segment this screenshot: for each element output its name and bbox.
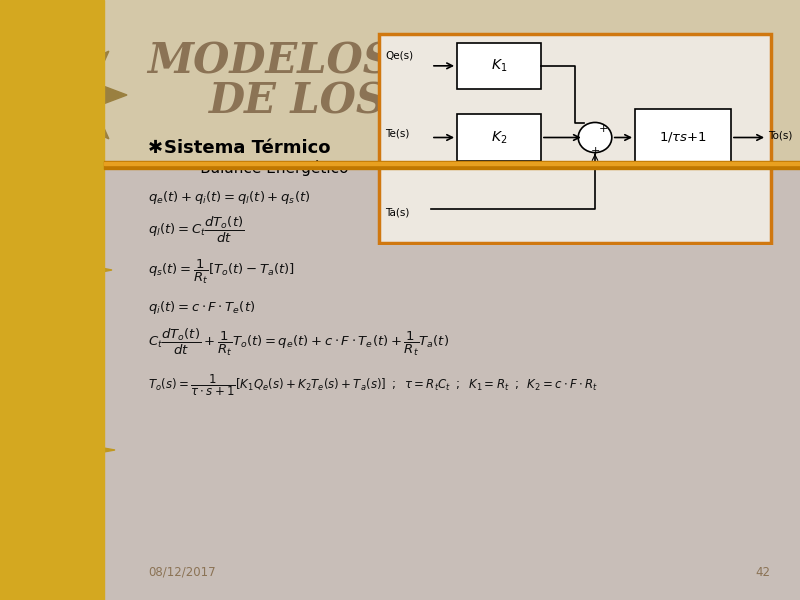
Circle shape bbox=[38, 68, 92, 122]
Text: 42: 42 bbox=[755, 565, 770, 578]
Text: $q_e(t)+q_i(t)=q_l(t)+q_s(t)$: $q_e(t)+q_i(t)=q_l(t)+q_s(t)$ bbox=[148, 190, 310, 206]
Bar bbox=[635, 109, 731, 166]
Text: $T_o(s)=\dfrac{1}{\tau\cdot s+1}[K_1Q_e(s)+K_2T_e(s)+T_a(s)]\;\;;\;\;\tau=R_tC_t: $T_o(s)=\dfrac{1}{\tau\cdot s+1}[K_1Q_e(… bbox=[148, 372, 598, 398]
Text: MODELOS MATEMATICOS: MODELOS MATEMATICOS bbox=[147, 41, 773, 83]
Text: $1/\tau s{+}1$: $1/\tau s{+}1$ bbox=[659, 130, 707, 145]
Text: –   Balance Energético: – Balance Energético bbox=[178, 160, 349, 176]
FancyBboxPatch shape bbox=[379, 34, 771, 243]
Text: DE LOS SISTEMAS: DE LOS SISTEMAS bbox=[209, 81, 651, 123]
Text: +: + bbox=[590, 146, 600, 156]
Text: 08/12/2017: 08/12/2017 bbox=[148, 565, 216, 578]
Polygon shape bbox=[5, 395, 115, 505]
Circle shape bbox=[578, 122, 612, 152]
Polygon shape bbox=[8, 218, 112, 322]
Text: Ta(s): Ta(s) bbox=[385, 208, 410, 218]
Text: $K_1$: $K_1$ bbox=[491, 58, 507, 74]
Text: Sistema Térmico: Sistema Térmico bbox=[164, 139, 330, 157]
Circle shape bbox=[35, 65, 95, 125]
Bar bbox=[457, 43, 541, 89]
Text: To(s): To(s) bbox=[768, 131, 792, 141]
Bar bbox=[457, 114, 541, 161]
Text: Te(s): Te(s) bbox=[385, 129, 410, 139]
Text: $q_l(t)=C_t\dfrac{dT_o(t)}{dt}$: $q_l(t)=C_t\dfrac{dT_o(t)}{dt}$ bbox=[148, 215, 245, 245]
Text: $q_i(t)=c\cdot F\cdot T_e(t)$: $q_i(t)=c\cdot F\cdot T_e(t)$ bbox=[148, 298, 255, 316]
Text: ✱: ✱ bbox=[148, 139, 163, 157]
Text: $K_2$: $K_2$ bbox=[491, 129, 507, 146]
Text: Qe(s): Qe(s) bbox=[385, 50, 413, 60]
Polygon shape bbox=[3, 33, 127, 157]
Text: $q_s(t)=\dfrac{1}{R_t}[T_o(t)-T_a(t)]$: $q_s(t)=\dfrac{1}{R_t}[T_o(t)-T_a(t)]$ bbox=[148, 258, 295, 286]
Text: +: + bbox=[599, 124, 609, 134]
Text: $C_t\dfrac{dT_o(t)}{dt}+\dfrac{1}{R_t}T_o(t)=q_e(t)+c\cdot F\cdot T_e(t)+\dfrac{: $C_t\dfrac{dT_o(t)}{dt}+\dfrac{1}{R_t}T_… bbox=[148, 326, 449, 358]
